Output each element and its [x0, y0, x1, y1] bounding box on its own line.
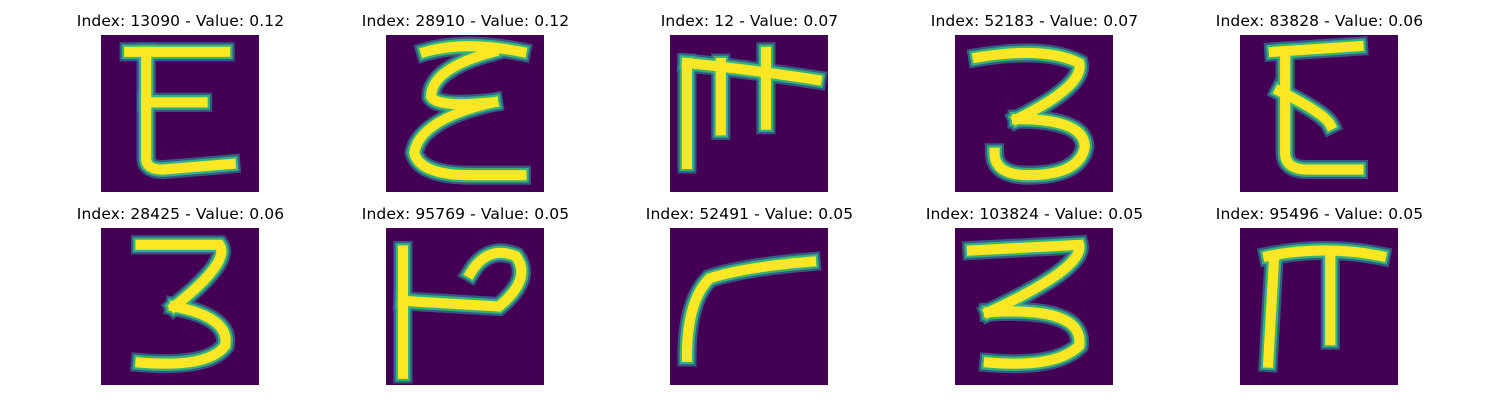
sample-panel: Index: 28425 - Value: 0.06	[38, 193, 323, 385]
glyph-stroke	[1272, 84, 1338, 132]
sample-panel: Index: 28910 - Value: 0.12	[323, 0, 608, 192]
glyph-image	[955, 228, 1113, 385]
glyph-image	[101, 35, 259, 192]
sample-panel: Index: 95769 - Value: 0.05	[323, 193, 608, 385]
glyph-image	[101, 228, 259, 385]
glyph-image	[1240, 35, 1398, 192]
glyph-stroke	[419, 41, 528, 59]
glyph-image	[670, 35, 828, 192]
sample-panel: Index: 103824 - Value: 0.05	[892, 193, 1177, 385]
glyph-image	[386, 35, 544, 192]
sample-panel: Index: 52183 - Value: 0.07	[892, 0, 1177, 192]
panel-title: Index: 28910 - Value: 0.12	[361, 12, 570, 30]
sample-panel: Index: 95496 - Value: 0.05	[1177, 193, 1462, 385]
glyph-stroke	[989, 114, 1090, 181]
sample-image	[1240, 35, 1398, 192]
panel-title: Index: 95496 - Value: 0.05	[1215, 205, 1424, 223]
glyph-stroke	[1280, 46, 1364, 175]
sample-image	[101, 228, 259, 385]
panel-title: Index: 103824 - Value: 0.05	[925, 205, 1144, 223]
glyph-stroke	[141, 46, 237, 175]
glyph-stroke	[426, 45, 500, 110]
panel-title: Index: 12 - Value: 0.07	[660, 12, 839, 30]
sample-image	[670, 228, 828, 385]
glyph-stroke	[397, 247, 527, 312]
glyph-stroke	[971, 47, 1085, 126]
glyph-stroke	[681, 57, 823, 86]
sample-image	[386, 228, 544, 385]
glyph-image	[1240, 228, 1398, 385]
sample-panel: Index: 52491 - Value: 0.05	[607, 193, 892, 385]
panel-title: Index: 52183 - Value: 0.07	[930, 12, 1139, 30]
glyph-image	[670, 228, 828, 385]
sample-image	[386, 35, 544, 192]
glyph-stroke	[1262, 256, 1280, 368]
panel-title: Index: 28425 - Value: 0.06	[76, 205, 285, 223]
sample-image	[1240, 228, 1398, 385]
glyph-stroke	[966, 239, 1085, 319]
panel-title: Index: 95769 - Value: 0.05	[361, 205, 570, 223]
sample-panel: Index: 83828 - Value: 0.06	[1177, 0, 1462, 192]
glyph-stroke	[1262, 245, 1388, 262]
sample-image	[101, 35, 259, 192]
sample-image	[955, 35, 1113, 192]
glyph-image	[955, 35, 1113, 192]
glyph-stroke	[135, 300, 231, 369]
panel-title: Index: 52491 - Value: 0.05	[645, 205, 854, 223]
panel-title: Index: 13090 - Value: 0.12	[76, 12, 285, 30]
glyph-image	[386, 228, 544, 385]
glyph-stroke	[409, 96, 527, 181]
sample-image	[955, 228, 1113, 385]
glyph-stroke	[983, 306, 1085, 369]
glyph-stroke	[135, 239, 227, 314]
sample-panel: Index: 13090 - Value: 0.12	[38, 0, 323, 192]
glyph-stroke	[681, 256, 817, 363]
panel-title: Index: 83828 - Value: 0.06	[1215, 12, 1424, 30]
sample-image	[670, 35, 828, 192]
sample-panel: Index: 12 - Value: 0.07	[607, 0, 892, 192]
